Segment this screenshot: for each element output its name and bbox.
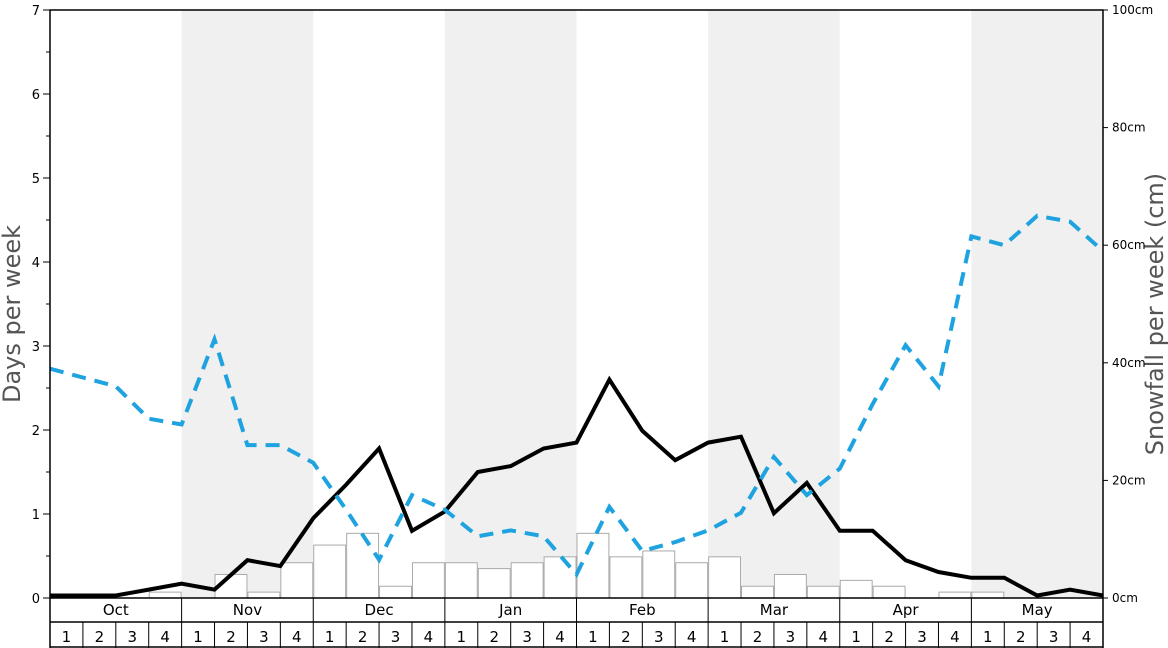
y-right-tick-label: 40cm [1112, 356, 1146, 370]
days-line [50, 375, 1104, 598]
snowfall-bar [609, 556, 643, 599]
week-label: 4 [555, 628, 565, 646]
week-label: 1 [193, 628, 203, 646]
week-label: 1 [588, 628, 598, 646]
y-right-tick-label: 20cm [1112, 473, 1146, 487]
snowfall-bar [543, 556, 577, 599]
month-label-apr: Apr [893, 601, 920, 619]
snowfall-bar [938, 591, 972, 599]
week-label: 2 [753, 628, 763, 646]
week-label: 2 [358, 628, 368, 646]
week-label: 4 [1082, 628, 1092, 646]
snowfall-bars [148, 532, 1005, 599]
week-label: 2 [489, 628, 499, 646]
snowfall-line [49, 213, 1105, 579]
snowfall-bar [444, 562, 478, 599]
week-label: 3 [654, 628, 664, 646]
month-label-nov: Nov [233, 601, 262, 619]
week-label: 3 [127, 628, 137, 646]
week-label: 4 [687, 628, 697, 646]
y-right-tick-label: 80cm [1112, 121, 1146, 135]
week-label: 3 [522, 628, 532, 646]
week-label: 3 [917, 628, 927, 646]
snowfall-bar [773, 573, 807, 599]
week-label: 2 [95, 628, 105, 646]
week-label: 2 [884, 628, 894, 646]
y-left-tick-label: 4 [32, 256, 40, 271]
snowfall-bar [148, 591, 182, 599]
y-left-tick-label: 6 [32, 88, 40, 103]
week-label: 4 [160, 628, 170, 646]
snowfall-bar [806, 585, 840, 599]
snowfall-bar [379, 585, 412, 599]
month-label-may: May [1022, 601, 1053, 619]
snowfall-bar [247, 591, 281, 599]
month-label-mar: Mar [760, 601, 789, 619]
snowfall-bar [708, 556, 742, 599]
y-right-tick-label: 60cm [1112, 238, 1146, 252]
week-label: 3 [1049, 628, 1059, 646]
month-shading-layer [181, 10, 1103, 598]
y-left-tick-label: 5 [32, 172, 40, 187]
week-label: 1 [851, 628, 861, 646]
y-right-tick-label: 0cm [1112, 591, 1138, 605]
week-label: 3 [391, 628, 401, 646]
y-left-tick-label: 3 [32, 340, 40, 355]
week-label: 1 [983, 628, 993, 646]
snowfall-bar [971, 591, 1005, 599]
week-label: 4 [950, 628, 960, 646]
week-label: 2 [1016, 628, 1026, 646]
snowfall-bar [346, 532, 380, 599]
snowfall-bar [313, 544, 347, 599]
week-label: 4 [819, 628, 829, 646]
week-label: 4 [292, 628, 302, 646]
y-axis-right-title: Snowfall per week (cm) [1141, 173, 1168, 455]
snowfall-bar [477, 568, 511, 599]
snowfall-bar [510, 562, 544, 599]
axes-layer: 0 1 2 3 4 5 6 7 0cm 20cm 40cm 60cm 80cm 100cm Oct 1 2 3 4 N… [32, 3, 1153, 648]
y-right-tick-label: 100cm [1112, 3, 1153, 17]
snowfall-bar [872, 585, 906, 599]
week-label: 4 [424, 628, 434, 646]
week-label: 2 [226, 628, 236, 646]
week-label: 1 [62, 628, 72, 646]
snowfall-bar [411, 562, 445, 599]
week-label: 2 [621, 628, 631, 646]
week-label: 3 [786, 628, 796, 646]
data-lines [49, 213, 1105, 598]
y-left-tick-label: 0 [32, 592, 40, 607]
week-label: 1 [457, 628, 467, 646]
month-shade-nov [181, 10, 314, 598]
y-axis-left-title: Days per week [0, 225, 26, 403]
snowfall-bar [280, 562, 314, 599]
snowfall-bar [741, 585, 774, 599]
y-left-tick-label: 7 [32, 4, 40, 19]
y-left-tick-label: 1 [32, 508, 40, 523]
y-left-tick-label: 2 [32, 424, 40, 439]
snowfall-bar [642, 550, 676, 599]
month-shade-may [971, 10, 1103, 598]
month-label-dec: Dec [365, 601, 394, 619]
month-shade-jan [444, 10, 577, 598]
week-label: 3 [259, 628, 269, 646]
snowfall-bar [839, 579, 873, 599]
month-label-jan: Jan [498, 601, 522, 619]
snowfall-bar [675, 562, 709, 599]
week-label: 1 [720, 628, 730, 646]
week-label: 1 [325, 628, 335, 646]
month-label-oct: Oct [103, 601, 129, 619]
month-label-feb: Feb [629, 601, 656, 619]
